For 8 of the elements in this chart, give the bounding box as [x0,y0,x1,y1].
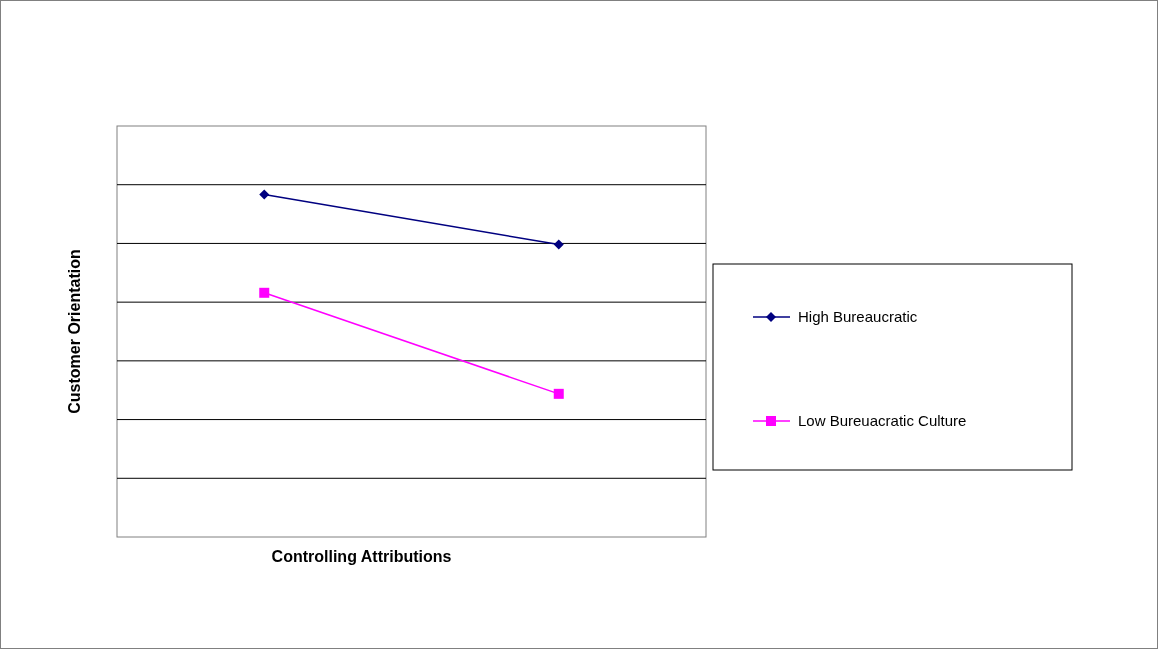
point [553,239,564,250]
x-axis-title: Controlling Attributions [271,548,452,565]
point [259,189,270,200]
legend-label: Low Bureuacratic Culture [798,412,967,429]
legend-label: High Bureaucratic [798,308,918,325]
point [553,388,564,399]
point [259,287,270,298]
y-axis-title: Customer Orientation [66,249,83,414]
